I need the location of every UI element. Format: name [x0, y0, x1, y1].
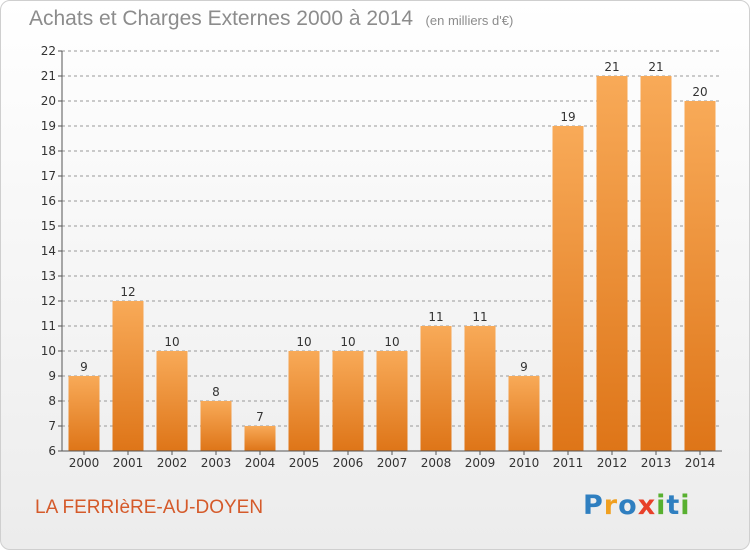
logo-letter: i [656, 490, 667, 521]
bar [552, 126, 584, 451]
y-tick-label: 20 [41, 94, 56, 108]
y-tick-label: 15 [41, 219, 56, 233]
bar [288, 351, 320, 451]
bar-value-label: 19 [560, 110, 575, 124]
bar [376, 351, 408, 451]
bar-value-label: 21 [604, 60, 619, 74]
y-tick-label: 16 [41, 194, 56, 208]
x-tick-label: 2005 [289, 456, 320, 470]
x-tick-label: 2014 [685, 456, 716, 470]
bar-value-label: 11 [472, 310, 487, 324]
bar-value-label: 12 [120, 285, 135, 299]
x-tick-label: 2011 [553, 456, 584, 470]
bar-value-label: 10 [340, 335, 355, 349]
bar-value-label: 20 [692, 85, 707, 99]
bar [508, 376, 540, 451]
y-tick-label: 17 [41, 169, 56, 183]
bar [244, 426, 276, 451]
chart-title-unit: (en milliers d'€) [425, 13, 514, 28]
y-tick-label: 21 [41, 69, 56, 83]
bar-value-label: 9 [80, 360, 88, 374]
x-tick-label: 2001 [113, 456, 144, 470]
bar [112, 301, 144, 451]
bar [68, 376, 100, 451]
axes: 6 7 8 9 10 11 12 13 14 15 16 17 18 19 20 21 22 2000 2001 20… [41, 44, 722, 470]
x-tick-label: 2013 [641, 456, 672, 470]
bar [596, 76, 628, 451]
x-tick-label: 2008 [421, 456, 452, 470]
x-tick-label: 2009 [465, 456, 496, 470]
bar [420, 326, 452, 451]
logo-letter: P [583, 490, 604, 521]
x-tick-label: 2002 [157, 456, 188, 470]
bar [464, 326, 496, 451]
bar-value-label: 21 [648, 60, 663, 74]
logo-letter: x [637, 490, 657, 521]
bar [156, 351, 188, 451]
bar-value-label: 11 [428, 310, 443, 324]
logo-letter: o [618, 490, 638, 521]
x-tick-label: 2007 [377, 456, 408, 470]
bar-value-label: 9 [520, 360, 528, 374]
x-tick-label: 2000 [69, 456, 100, 470]
chart-title: Achats et Charges Externes 2000 à 2014 (… [29, 7, 513, 31]
x-tick-label: 2010 [509, 456, 540, 470]
x-tick-label: 2004 [245, 456, 276, 470]
bar-value-label: 8 [212, 385, 220, 399]
y-tick-label: 6 [48, 444, 56, 458]
data-labels: 9 12 10 8 7 10 10 10 11 11 9 19 21 21 20 [80, 60, 707, 424]
bar-value-label: 10 [296, 335, 311, 349]
logo-letter: r [603, 490, 619, 521]
y-tick-label: 10 [41, 344, 56, 358]
y-tick-label: 11 [41, 319, 56, 333]
bar-value-label: 10 [164, 335, 179, 349]
y-tick-label: 12 [41, 294, 56, 308]
chart-title-main: Achats et Charges Externes 2000 à 2014 [29, 7, 414, 30]
y-tick-label: 9 [48, 369, 56, 383]
proxiti-logo: Proxiti [583, 490, 691, 521]
x-tick-label: 2012 [597, 456, 628, 470]
y-tick-label: 19 [41, 119, 56, 133]
x-tick-label: 2003 [201, 456, 232, 470]
bar [332, 351, 364, 451]
y-tick-label: 13 [41, 269, 56, 283]
y-tick-label: 22 [41, 44, 56, 58]
commune-name: LA FERRIèRE-AU-DOYEN [35, 497, 264, 518]
bar-value-label: 10 [384, 335, 399, 349]
logo-letter: i [680, 490, 691, 521]
bar [200, 401, 232, 451]
y-tick-label: 7 [48, 419, 56, 433]
bar [684, 101, 716, 451]
bar [640, 76, 672, 451]
bars [68, 76, 716, 451]
bar-value-label: 7 [256, 410, 264, 424]
x-tick-label: 2006 [333, 456, 364, 470]
y-tick-label: 8 [48, 394, 56, 408]
y-tick-label: 14 [41, 244, 56, 258]
y-tick-label: 18 [41, 144, 56, 158]
logo-letter: t [666, 490, 681, 521]
